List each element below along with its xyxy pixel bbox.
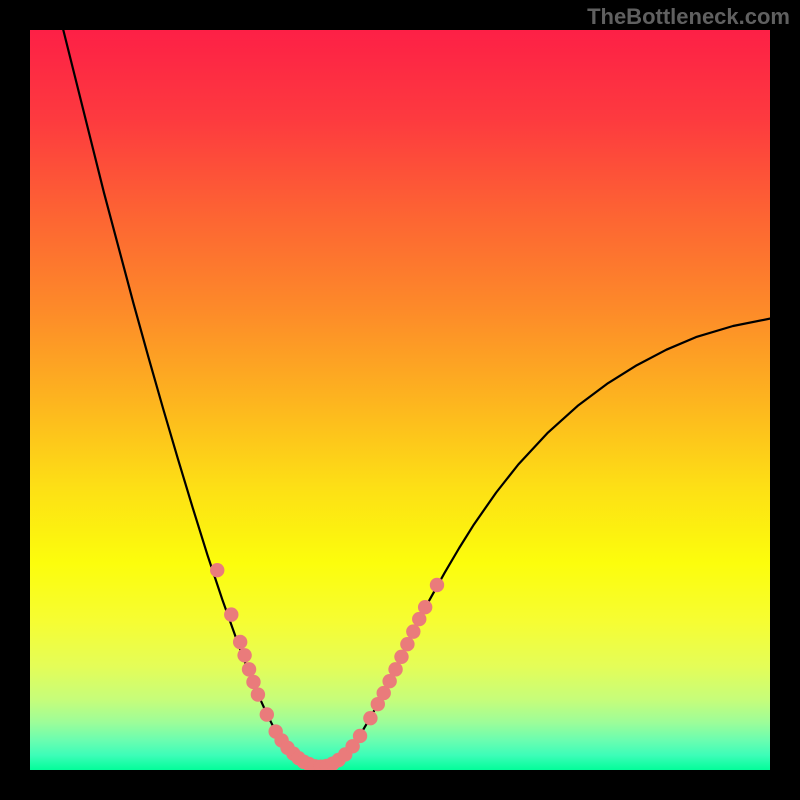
plot-svg	[30, 30, 770, 770]
data-marker	[251, 687, 265, 701]
data-marker	[406, 624, 420, 638]
data-marker	[353, 729, 367, 743]
data-marker	[394, 650, 408, 664]
data-marker	[430, 578, 444, 592]
chart-frame: TheBottleneck.com	[0, 0, 800, 800]
data-marker	[260, 707, 274, 721]
data-marker	[224, 607, 238, 621]
data-marker	[388, 662, 402, 676]
data-marker	[233, 635, 247, 649]
data-marker	[246, 675, 260, 689]
data-marker	[418, 600, 432, 614]
data-marker	[363, 711, 377, 725]
plot-area	[30, 30, 770, 770]
data-marker	[400, 637, 414, 651]
watermark-text: TheBottleneck.com	[587, 4, 790, 30]
data-marker	[210, 563, 224, 577]
data-marker	[242, 662, 256, 676]
data-marker	[237, 648, 251, 662]
